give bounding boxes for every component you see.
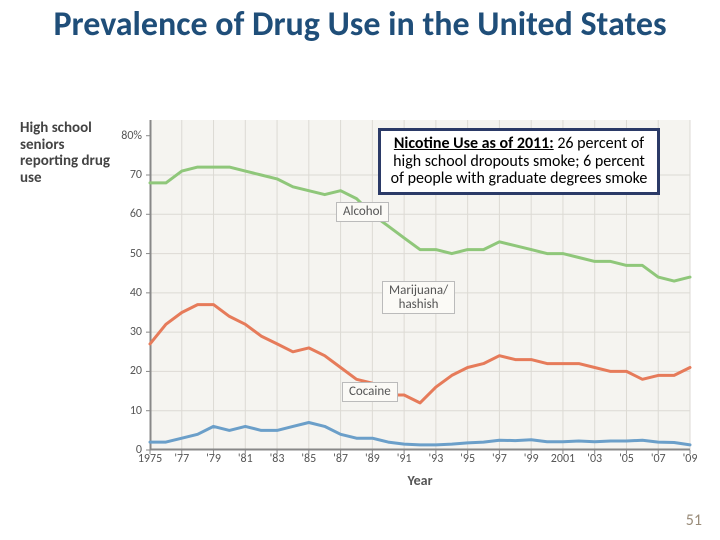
y-tick-label: 0 [102,443,142,457]
y-tick-label: 60 [102,207,142,221]
page-number: 51 [686,511,702,530]
x-tick-label: '77 [174,452,189,466]
x-tick-label: '79 [206,452,221,466]
x-axis-label: Year [407,472,432,489]
x-tick-label: '99 [524,452,539,466]
y-tick-label: 40 [102,286,142,300]
y-tick-label: 70 [102,168,142,182]
callout-box: Nicotine Use as of 2011: 26 percent of h… [378,128,660,195]
x-tick-label: '97 [492,452,507,466]
x-tick-label: '07 [651,452,666,466]
x-tick-label: '85 [301,452,316,466]
x-tick-label: '03 [587,452,602,466]
series-label-marijuana-hashish: Marijuana/hashish [382,281,455,314]
x-tick-label: '09 [683,452,698,466]
page-title: Prevalence of Drug Use in the United Sta… [0,6,720,43]
y-tick-label: 20 [102,364,142,378]
y-tick-label: 10 [102,404,142,418]
series-label-alcohol: Alcohol [336,202,389,222]
x-tick-label: '91 [397,452,412,466]
y-tick-label: 50 [102,247,142,261]
x-tick-label: 1975 [138,452,162,466]
y-tick-label: 80% [102,129,142,143]
x-tick-label: '83 [270,452,285,466]
x-tick-label: '05 [619,452,634,466]
x-tick-label: '89 [365,452,380,466]
callout-title: Nicotine Use as of 2011: [394,134,554,153]
x-tick-label: '93 [428,452,443,466]
x-tick-label: 2001 [551,452,575,466]
x-tick-label: '81 [238,452,253,466]
x-tick-label: '95 [460,452,475,466]
series-label-cocaine: Cocaine [342,382,398,402]
y-tick-label: 30 [102,325,142,339]
x-tick-label: '87 [333,452,348,466]
